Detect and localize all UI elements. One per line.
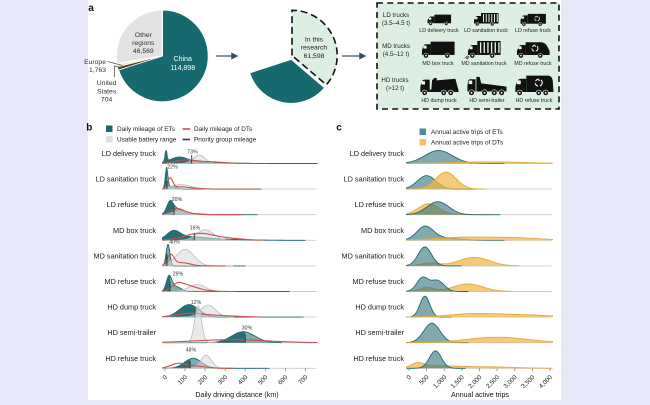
svg-text:Annual active trips of ETs: Annual active trips of ETs — [431, 129, 503, 136]
svg-text:MD box truck: MD box truck — [113, 226, 156, 235]
svg-text:(>12 t): (>12 t) — [386, 85, 404, 92]
svg-text:114,898: 114,898 — [170, 65, 195, 72]
svg-text:HD dump truck: HD dump truck — [421, 98, 457, 104]
svg-text:HD trucks: HD trucks — [381, 77, 408, 84]
svg-text:40%: 40% — [169, 240, 180, 246]
svg-text:United: United — [97, 80, 117, 87]
svg-text:29%: 29% — [173, 272, 184, 278]
svg-text:HD semi-trailer: HD semi-trailer — [107, 328, 156, 337]
svg-text:LD delivery truck: LD delivery truck — [419, 28, 459, 34]
svg-text:LD refuse truck: LD refuse truck — [355, 200, 405, 209]
svg-text:HD dump truck: HD dump truck — [107, 303, 156, 312]
svg-text:MD box truck: MD box truck — [422, 61, 454, 67]
svg-text:LD sanitation truck: LD sanitation truck — [344, 175, 405, 184]
svg-text:c: c — [336, 122, 342, 133]
svg-text:(3.5–4.5 t): (3.5–4.5 t) — [382, 20, 410, 27]
svg-text:MD refuse truck: MD refuse truck — [514, 61, 552, 67]
svg-text:Daily driving distance (km): Daily driving distance (km) — [195, 391, 278, 399]
svg-text:Daily mileage of ETs: Daily mileage of ETs — [117, 126, 175, 133]
svg-text:MD sanitation truck: MD sanitation truck — [461, 61, 507, 67]
svg-text:46,569: 46,569 — [133, 48, 154, 55]
svg-text:In this: In this — [305, 37, 324, 44]
svg-text:LD refuse truck: LD refuse truck — [515, 28, 551, 34]
svg-text:HD semi-trailer: HD semi-trailer — [469, 98, 505, 104]
svg-text:MD refuse truck: MD refuse truck — [105, 277, 157, 286]
svg-text:research: research — [301, 45, 328, 52]
svg-text:704: 704 — [101, 97, 113, 104]
svg-text:regions: regions — [132, 40, 155, 47]
svg-text:HD refuse truck: HD refuse truck — [516, 98, 553, 104]
svg-text:HD semi-trailer: HD semi-trailer — [355, 328, 404, 337]
svg-text:Annual active trips of DTs: Annual active trips of DTs — [431, 140, 503, 147]
svg-text:MD sanitation truck: MD sanitation truck — [342, 251, 405, 260]
svg-text:48%: 48% — [186, 348, 197, 354]
svg-text:61,598: 61,598 — [304, 53, 325, 60]
svg-text:MD trucks: MD trucks — [382, 43, 410, 50]
svg-text:16%: 16% — [190, 226, 201, 232]
svg-text:1,763: 1,763 — [89, 67, 106, 74]
svg-text:73%: 73% — [187, 149, 198, 155]
svg-text:LD refuse truck: LD refuse truck — [107, 200, 157, 209]
svg-text:HD dump truck: HD dump truck — [355, 303, 404, 312]
svg-text:0: 0 — [161, 374, 169, 382]
svg-text:LD delivery truck: LD delivery truck — [102, 149, 157, 158]
svg-text:MD box truck: MD box truck — [361, 226, 404, 235]
svg-text:22%: 22% — [167, 165, 178, 171]
svg-text:0: 0 — [405, 374, 413, 382]
svg-text:20%: 20% — [172, 197, 183, 203]
svg-text:LD delivery truck: LD delivery truck — [350, 149, 405, 158]
svg-text:States: States — [97, 89, 117, 96]
svg-text:HD refuse truck: HD refuse truck — [353, 354, 404, 363]
svg-text:Other: Other — [135, 32, 153, 39]
svg-text:Daily mileage of DTs: Daily mileage of DTs — [194, 126, 252, 133]
svg-text:Annual active trips: Annual active trips — [451, 391, 509, 399]
svg-text:HD refuse truck: HD refuse truck — [105, 354, 156, 363]
svg-text:a: a — [88, 3, 94, 14]
svg-text:MD sanitation truck: MD sanitation truck — [94, 251, 157, 260]
svg-text:Europe: Europe — [84, 59, 106, 66]
svg-text:Priority group mileage: Priority group mileage — [194, 137, 257, 144]
svg-text:MD refuse truck: MD refuse truck — [353, 277, 405, 286]
svg-text:12%: 12% — [191, 300, 202, 306]
svg-text:LD sanitation truck: LD sanitation truck — [96, 175, 157, 184]
svg-text:b: b — [86, 122, 92, 133]
svg-text:(4.5–12 t): (4.5–12 t) — [383, 51, 409, 58]
svg-text:Usable battery range: Usable battery range — [117, 137, 177, 144]
svg-text:30%: 30% — [242, 326, 253, 332]
svg-text:LD sanitation truck: LD sanitation truck — [464, 28, 508, 34]
svg-text:China: China — [174, 56, 192, 63]
svg-text:LD trucks: LD trucks — [383, 12, 409, 19]
